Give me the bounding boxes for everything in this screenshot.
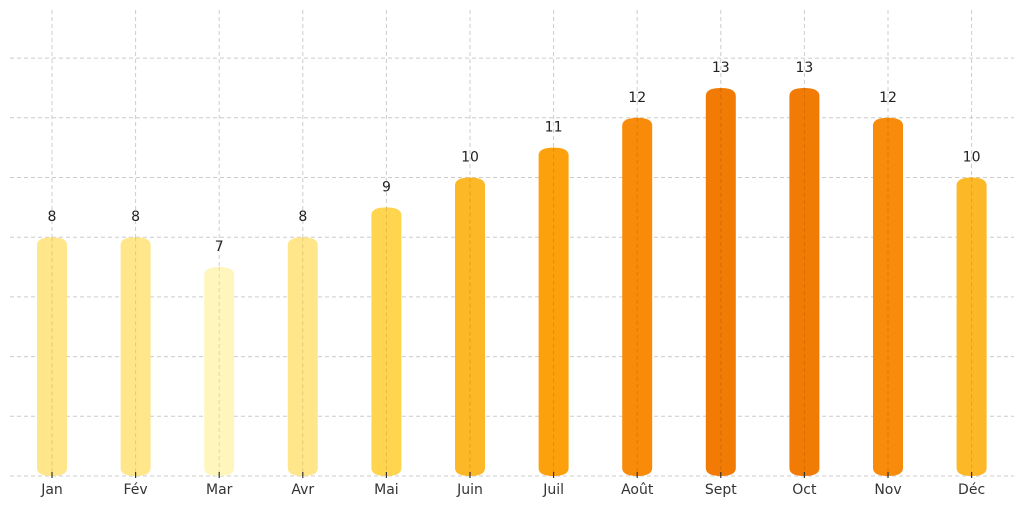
x-axis: Jan Fév Mar Avr Mai Juin Juil Août Sept Oct Nov Déc (40, 472, 985, 498)
horizontal-gridlines (10, 57, 1014, 477)
value-labels: 8 8 7 8 9 10 11 12 13 13 12 10 (48, 60, 981, 255)
value-label-Avr: 8 (298, 209, 307, 225)
value-label-Jan: 8 (48, 209, 57, 225)
value-label-Mai: 9 (382, 179, 391, 195)
value-label-Oct: 13 (795, 60, 813, 76)
x-tick-label-Sept: Sept (705, 482, 737, 498)
bar-Fév (120, 237, 151, 476)
bar-Nov (873, 117, 903, 477)
bar-Jan (37, 237, 67, 476)
x-tick-label-Déc: Déc (958, 482, 985, 498)
bar-Avr (287, 237, 318, 476)
x-tick-label-Mar: Mar (206, 482, 233, 498)
value-label-Juin: 10 (461, 150, 479, 166)
bars (37, 87, 987, 477)
value-label-Sept: 13 (712, 60, 730, 76)
bar-Oct (789, 87, 820, 476)
bar-Juin (455, 177, 485, 476)
x-tick-label-Juin: Juin (456, 482, 483, 498)
bar-Déc (956, 177, 987, 476)
value-label-Nov: 12 (879, 90, 897, 106)
value-label-Fév: 8 (131, 209, 140, 225)
x-tick-label-Fév: Fév (124, 482, 148, 498)
bar-Juil (538, 147, 569, 476)
x-tick-label-Jan: Jan (40, 482, 63, 498)
x-tick-label-Nov: Nov (874, 482, 901, 498)
x-tick-label-Mai: Mai (374, 482, 399, 498)
value-label-Juil: 11 (545, 120, 563, 136)
bar-Août (622, 117, 653, 477)
bar-Sept (705, 87, 736, 476)
x-tick-label-Août: Août (621, 482, 654, 498)
vertical-gridlines (51, 10, 973, 476)
x-tick-label-Oct: Oct (792, 482, 817, 498)
x-tick-label-Avr: Avr (291, 482, 314, 498)
value-label-Mar: 7 (215, 239, 224, 255)
bar-Mar (204, 267, 235, 476)
value-label-Déc: 10 (963, 150, 981, 166)
bar-Mai (371, 207, 402, 476)
value-label-Août: 12 (628, 90, 646, 106)
x-tick-label-Juil: Juil (542, 482, 564, 498)
